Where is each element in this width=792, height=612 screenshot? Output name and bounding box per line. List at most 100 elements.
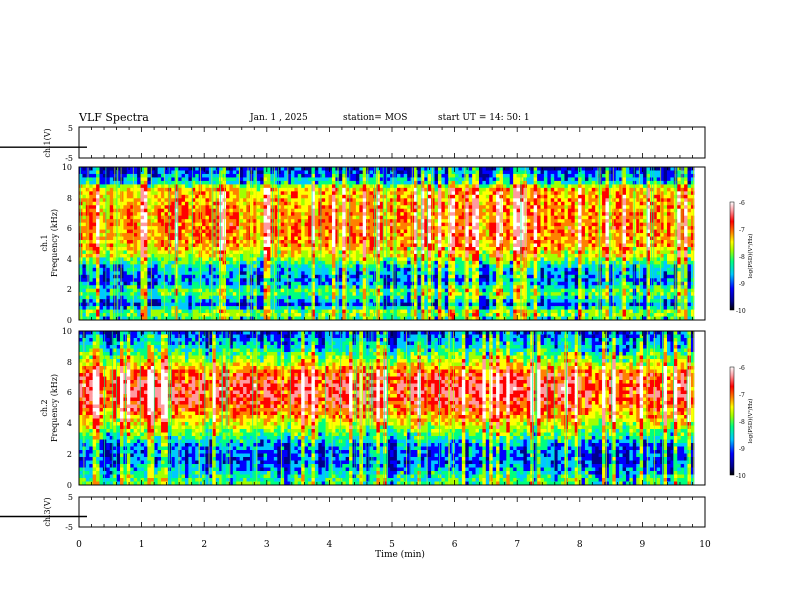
spectrogram-cell [280, 240, 285, 244]
spectrogram-cell [294, 250, 299, 255]
spectrogram-cell [205, 292, 210, 297]
spectrogram-cell [376, 309, 381, 314]
spectrogram-cell [174, 233, 179, 237]
spectrogram-cell [420, 274, 425, 279]
spectrogram-cell [352, 187, 357, 192]
spectrogram-cell [386, 299, 391, 304]
spectrogram-cell [362, 243, 367, 248]
spectrogram-cell [325, 233, 329, 237]
spectrogram-cell [154, 316, 159, 320]
spectrogram-cell [331, 194, 336, 199]
spectrogram-cell [331, 292, 336, 297]
spectrogram-cell [431, 180, 435, 185]
spectrogram-cell [407, 257, 412, 262]
spectrogram-cell [403, 177, 408, 182]
spectrogram-cell [96, 236, 100, 241]
spectrogram-cell [390, 194, 394, 199]
spectrogram-cell [102, 306, 107, 310]
spectrogram-cell [109, 264, 114, 269]
spectrogram-cell [437, 302, 442, 307]
spectrogram-cell [120, 198, 124, 203]
spectrogram-cell [414, 229, 418, 234]
spectrogram-cell [290, 267, 295, 272]
spectrogram-cell [328, 229, 333, 234]
spectrogram-cell [102, 288, 107, 293]
spectrogram-cell [96, 229, 100, 234]
spectrogram-cell [147, 170, 152, 175]
spectrogram-cell [379, 264, 384, 269]
spectrogram-cell [290, 253, 295, 258]
spectrogram-cell [448, 226, 453, 230]
spectrogram-cell [427, 180, 432, 185]
spectrogram-cell [311, 316, 316, 320]
spectrogram-cell [157, 260, 162, 265]
spectrogram-cell [400, 191, 405, 196]
spectrogram-cell [434, 208, 439, 213]
spectrogram-cell [335, 274, 340, 279]
spectrogram-cell [96, 201, 100, 206]
spectrogram-cell [188, 316, 193, 320]
spectrogram-cell [287, 285, 292, 290]
spectrogram-cell [256, 267, 261, 272]
spectrogram-cell [441, 229, 446, 234]
spectrogram-cell [287, 222, 292, 227]
spectrogram-cell [294, 257, 299, 262]
spectrogram-cell [321, 309, 326, 314]
spectrogram-cell [229, 288, 234, 293]
spectrogram-cell [284, 201, 288, 206]
spectrogram-cell [212, 173, 217, 178]
spectrogram-cell [314, 205, 319, 210]
spectrogram-cell [383, 243, 388, 248]
spectrogram-cell [106, 191, 111, 196]
spectrogram-cell [345, 191, 350, 196]
spectrogram-cell [195, 306, 200, 310]
spectrogram-cell [229, 222, 234, 227]
spectrogram-cell [434, 170, 439, 175]
spectrogram-cell [239, 184, 244, 189]
spectrogram-cell [287, 226, 292, 230]
spectrogram-cell [297, 173, 302, 178]
spectrogram-cell [335, 177, 340, 182]
spectrogram-cell [232, 201, 237, 206]
spectrogram-cell [92, 264, 97, 269]
spectrogram-cell [338, 187, 343, 192]
spectrogram-cell [277, 205, 282, 210]
spectrogram-cell [120, 302, 124, 307]
spectrogram-cell [294, 219, 299, 224]
spectrogram-cell [205, 313, 210, 317]
spectrogram-cell [181, 201, 186, 206]
spectrogram-cell [167, 222, 172, 227]
spectrogram-cell [414, 208, 418, 213]
spectrogram-cell [373, 229, 377, 234]
spectrogram-cell [349, 184, 353, 189]
spectrogram-cell [441, 170, 446, 175]
spectrogram-cell [178, 257, 182, 262]
spectrogram-cell [431, 299, 435, 304]
spectrogram-cell [314, 309, 319, 314]
spectrogram-cell [352, 222, 357, 227]
spectrogram-cell [273, 246, 278, 251]
spectrogram-cell [157, 295, 162, 300]
spectrogram-cell [448, 278, 453, 283]
spectrogram-cell [167, 281, 172, 286]
spectrogram-cell [403, 187, 408, 192]
spectrogram-cell [116, 180, 121, 185]
spectrogram-cell [226, 267, 230, 272]
spectrogram-cell [92, 194, 97, 199]
spectrogram-cell [400, 260, 405, 265]
spectrogram-cell [102, 219, 107, 224]
spectrogram-cell [150, 208, 155, 213]
spectrogram-cell [260, 246, 265, 251]
spectrogram-cell [143, 299, 148, 304]
spectrogram-cell [161, 281, 165, 286]
spectrogram-cell [355, 236, 360, 241]
spectrogram-cell [390, 278, 394, 283]
spectrogram-cell [212, 250, 217, 255]
spectrogram-cell [400, 274, 405, 279]
spectrogram-cell [280, 306, 285, 310]
spectrogram-cell [277, 257, 282, 262]
spectrogram-cell [188, 243, 193, 248]
spectrogram-cell [284, 167, 288, 171]
spectrogram-cell [215, 253, 220, 258]
spectrogram-cell [167, 205, 172, 210]
